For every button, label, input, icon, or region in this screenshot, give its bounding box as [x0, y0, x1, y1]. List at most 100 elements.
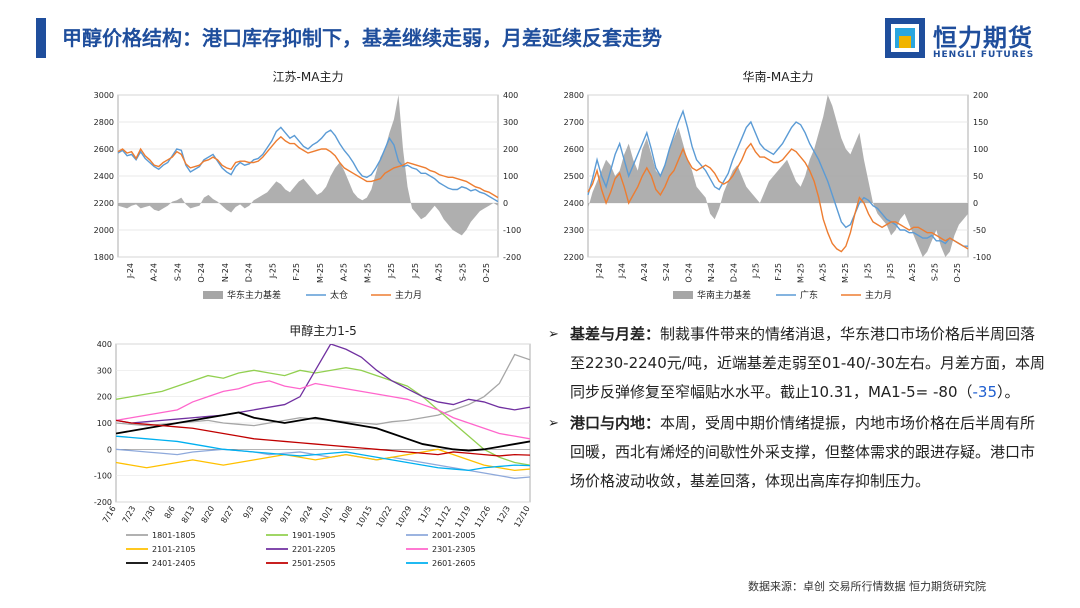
y-tick-left: 2000 [94, 226, 114, 235]
y-tick: 100 [97, 419, 112, 428]
legend-label: 主力月 [865, 289, 892, 301]
y-tick-right: 100 [503, 172, 518, 181]
legend-swatch [203, 291, 223, 299]
para-text-end: ）。 [996, 383, 1020, 401]
x-tick: 8/6 [163, 505, 177, 521]
commentary-para-port: ➢ 港口与内地：本周，受周中期价情绪提振，内地市场价格在后半周有所回暖，西北有烯… [548, 409, 1048, 496]
y-tick-right: 50 [973, 172, 983, 181]
series-line-7 [116, 419, 530, 457]
x-tick: 7/23 [121, 505, 138, 525]
y-tick: 300 [97, 366, 112, 375]
x-tick: 10/1 [318, 505, 335, 525]
chart-huanan: 华南-MA主力 2200 2300 2400 2500 2600 2700 2800 -100 -… [564, 69, 992, 301]
y-tick-right: 300 [503, 118, 518, 127]
x-tick: 7/30 [140, 505, 157, 525]
y-tick-left: 2800 [564, 91, 584, 100]
legend-label: 广东 [800, 289, 818, 301]
y-tick-left: 2800 [94, 118, 114, 127]
x-tick: 11/19 [453, 505, 472, 529]
y-tick-right: 150 [973, 118, 988, 127]
x-tick: 10/22 [374, 505, 393, 529]
x-tick: 10/8 [338, 505, 355, 525]
y-tick-right: 200 [503, 145, 518, 154]
legend-label: 华东主力基差 [227, 289, 281, 301]
legend-label: 主力月 [395, 289, 422, 301]
x-tick: J-25 [886, 263, 895, 279]
y-tick-right: 200 [973, 91, 988, 100]
y-tick-left: 2700 [564, 118, 584, 127]
y-tick-right: -50 [973, 226, 986, 235]
y-tick-left: 2600 [564, 145, 584, 154]
series-line-2 [587, 142, 969, 253]
x-tick: 9/24 [298, 505, 315, 525]
x-tick: S-25 [458, 263, 467, 281]
series-area-0 [588, 95, 968, 257]
x-tick: 9/10 [259, 505, 276, 525]
x-tick: 7/16 [101, 505, 118, 525]
x-tick: 10/29 [394, 505, 413, 529]
y-tick: 200 [97, 393, 112, 402]
company-logo: 恒力期货 HENGLI FUTURES [885, 14, 1060, 66]
y-tick-left: 2200 [94, 199, 114, 208]
x-tick: 8/13 [180, 505, 197, 525]
legend-label: 2301-2305 [432, 545, 476, 554]
y-tick: 400 [97, 340, 112, 349]
x-tick: A-25 [908, 263, 917, 281]
x-tick: J-24 [126, 263, 135, 279]
y-tick: -100 [94, 472, 112, 481]
x-tick: O-24 [197, 263, 206, 283]
y-tick-right: -100 [973, 253, 991, 262]
x-tick: A-24 [640, 263, 649, 281]
chart-title: 江苏-MA主力 [273, 70, 344, 84]
series-line-2 [116, 448, 530, 479]
chart-title: 甲醇主力1-5 [289, 323, 357, 338]
x-tick: A-25 [819, 263, 828, 281]
x-tick: J-25 [411, 263, 420, 279]
logo-text: 恒力期货 [933, 24, 1033, 52]
y-tick-left: 1800 [94, 253, 114, 262]
legend-label: 2401-2405 [152, 559, 196, 568]
x-tick: O-25 [953, 263, 962, 283]
x-tick: 9/17 [278, 505, 295, 525]
x-tick: D-24 [245, 263, 254, 282]
y-tick-right: 400 [503, 91, 518, 100]
x-tick: J-25 [863, 263, 872, 279]
title-accent-bar [36, 18, 46, 58]
series-line-4 [116, 344, 530, 424]
x-tick: N-24 [707, 263, 716, 282]
para-text: 制裁事件带来的情绪消退，华东港口市场价格后半周回落至2230-2240元/吨，近… [570, 325, 1045, 401]
logo-subtext: HENGLI FUTURES [933, 50, 1035, 60]
y-tick: 0 [107, 445, 112, 454]
series-area-0 [118, 95, 498, 236]
arrow-bullet-icon: ➢ [548, 327, 559, 342]
x-tick: 11/12 [434, 505, 453, 529]
para-text: 本周，受周中期价情绪提振，内地市场价格在后半周有所回暖，西北有烯烃的间歇性外采支… [570, 414, 1036, 490]
y-tick-right: 100 [973, 145, 988, 154]
x-tick: S-25 [930, 263, 939, 281]
x-tick: O-25 [482, 263, 491, 283]
commentary-para-basis: ➢ 基差与月差：制裁事件带来的情绪消退，华东港口市场价格后半周回落至2230-2… [548, 320, 1048, 407]
legend-label: 2201-2205 [292, 545, 336, 554]
x-tick: S-24 [662, 263, 671, 281]
legend-label: 华南主力基差 [697, 289, 751, 301]
y-tick-right: 0 [973, 199, 978, 208]
series-line-1 [116, 367, 530, 466]
x-tick: 11/26 [473, 505, 492, 529]
x-tick: J-24 [595, 263, 604, 279]
chart-title: 华南-MA主力 [743, 69, 814, 84]
y-tick-left: 3000 [94, 91, 114, 100]
x-tick: M-25 [363, 263, 372, 283]
chart-jiangsu: 江苏-MA主力1800200022002400260028003000-200-… [94, 70, 522, 301]
series-line-6 [116, 411, 530, 452]
x-tick: M-25 [316, 263, 325, 283]
x-tick: 12/3 [495, 505, 512, 525]
x-tick: 8/27 [219, 505, 236, 525]
x-tick: 9/3 [242, 505, 256, 521]
x-tick: A-25 [340, 263, 349, 281]
x-tick: O-24 [685, 263, 694, 283]
arrow-bullet-icon: ➢ [548, 416, 559, 431]
series-line-1 [587, 109, 968, 247]
x-tick: M-25 [841, 263, 850, 283]
y-tick-right: -200 [503, 253, 521, 262]
series-line-1 [117, 126, 499, 203]
